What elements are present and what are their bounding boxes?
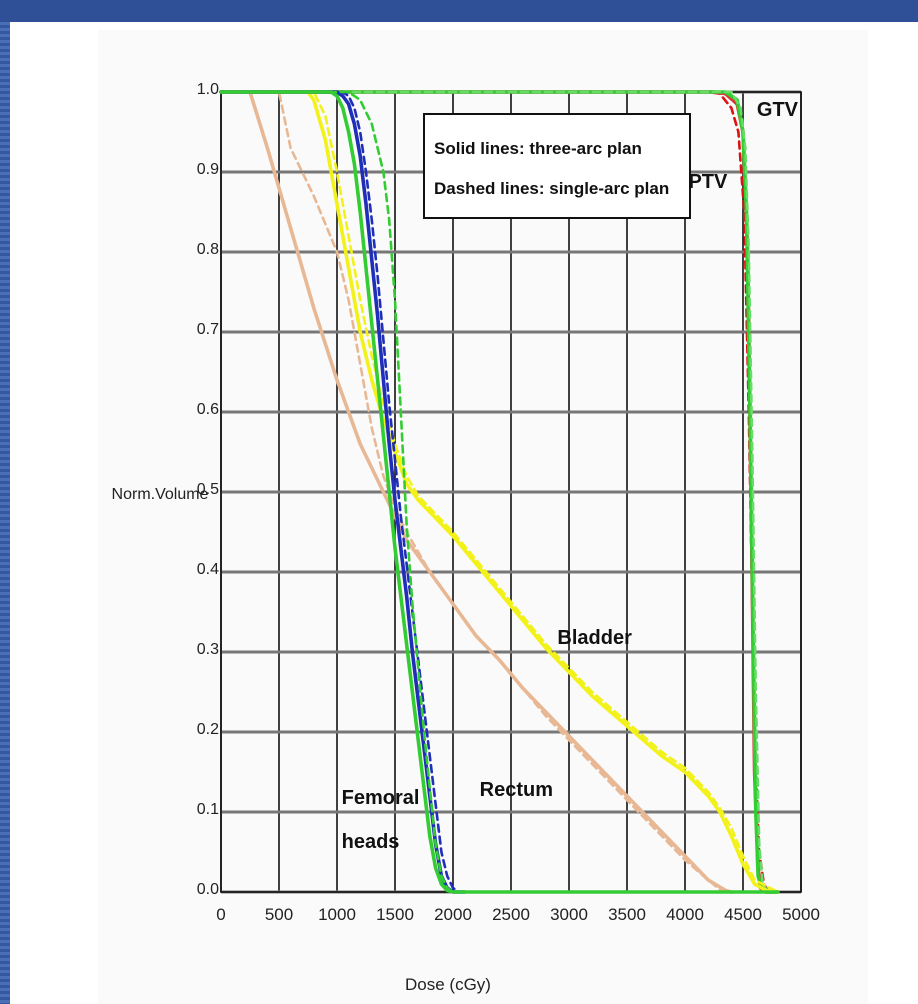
y-tick-label: 0.5 [197,481,219,498]
series-rectum-single-arc [219,90,727,894]
annotation-femoral: Femoral [342,787,420,809]
annotation-ptv: PTV [688,171,728,193]
x-tick-label: 500 [265,905,293,924]
slide: 0 500 1000 1500 2000 2500 3000 3500 4000 4500 5000… [10,22,918,1004]
slide-top-band [0,0,918,22]
series-femoral-heads-three-arc [219,90,780,894]
y-tick-label: 0.6 [197,401,219,418]
y-tick-label: 0.4 [197,561,219,578]
series-gtv-single-arc [219,90,780,894]
dose-volume-histogram-chart: 0 500 1000 1500 2000 2500 3000 3500 4000 4500 5000… [112,81,820,994]
axes: 0 500 1000 1500 2000 2500 3000 3500 4000 4500 5000… [112,81,820,994]
slide-left-band [0,22,10,1004]
x-tick-labels: 0 500 1000 1500 2000 2500 3000 3500 4000 4500 5000 [216,905,820,924]
x-tick-label: 3000 [550,905,588,924]
x-tick-label: 0 [216,905,225,924]
series-bladder-single-arc [219,90,780,894]
x-tick-label: 2000 [434,905,472,924]
x-tick-label: 1000 [318,905,356,924]
y-tick-label: 0.1 [197,801,219,818]
y-tick-label: 0.2 [197,721,219,738]
annotation-rectum: Rectum [480,779,553,801]
legend: Solid lines: three-arc plan Dashed lines… [423,113,691,219]
x-tick-label: 4000 [666,905,704,924]
series-femoral-heads-single-arc [219,90,466,894]
x-tick-label: 1500 [376,905,414,924]
y-axis-label: Norm.Volume [112,486,209,503]
legend-line-solid: Solid lines: three-arc plan [434,139,642,158]
series-bladder-three-arc [219,90,780,894]
annotation-heads: heads [342,831,400,853]
y-tick-labels: 0.0 0.1 0.2 0.3 0.4 0.5 0.6 0.7 0.8 0.9 1.0 [197,81,219,898]
annotation-gtv: GTV [757,99,799,121]
x-tick-label: 2500 [492,905,530,924]
y-tick-label: 1.0 [197,81,219,98]
y-tick-label: 0.9 [197,161,219,178]
legend-line-dashed: Dashed lines: single-arc plan [434,179,669,198]
legend-box [423,113,691,219]
annotations: GTV PTV Bladder Rectum Femoral heads [342,99,799,853]
y-tick-label: 0.0 [197,881,219,898]
series-layer [219,90,780,894]
x-axis-label: Dose (cGy) [405,975,491,994]
x-tick-label: 4500 [724,905,762,924]
x-tick-label: 3500 [608,905,646,924]
series-femoral-heads-single-arc [219,90,466,894]
y-tick-label: 0.7 [197,321,219,338]
annotation-bladder: Bladder [557,627,632,649]
x-tick-label: 5000 [782,905,820,924]
y-tick-label: 0.3 [197,641,219,658]
y-tick-label: 0.8 [197,241,219,258]
